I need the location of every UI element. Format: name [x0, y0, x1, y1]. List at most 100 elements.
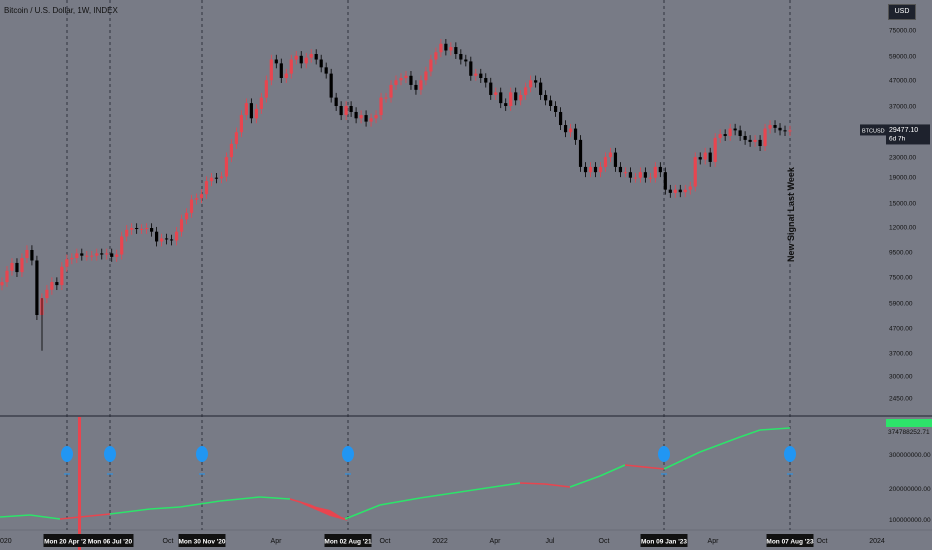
candle-body [663, 172, 667, 190]
last-price-label: 29477.10 [889, 127, 918, 134]
candle-body [763, 128, 767, 147]
candle-body [618, 166, 623, 173]
candle-body [105, 253, 109, 255]
candle-body [354, 111, 358, 119]
signal-date-badge [43, 534, 91, 547]
candle-body [85, 255, 89, 257]
candle-body [264, 80, 268, 98]
indicator-wedge [300, 503, 348, 521]
candle-body [653, 166, 657, 178]
time-axis-label: Oct [380, 538, 391, 545]
signal-date-badge [324, 534, 372, 547]
candle-body [364, 115, 368, 122]
candle-body [484, 78, 488, 83]
candle-body [90, 255, 94, 257]
candle-body [120, 236, 124, 255]
price-axis-bg [884, 0, 932, 550]
signal-date-badge [86, 534, 134, 547]
candle-body [464, 59, 468, 62]
candle-body [514, 92, 518, 101]
symbol-title: Bitcoin / U.S. Dollar, 1W, INDEX [4, 6, 118, 15]
candle-body [703, 152, 707, 160]
candle-body [30, 249, 34, 261]
candle-body [583, 166, 588, 173]
candle-body [768, 125, 772, 129]
candle-body [558, 111, 563, 126]
candle-body [15, 262, 19, 273]
candle-body [439, 43, 443, 53]
candle-body [474, 73, 478, 76]
candle-body [549, 100, 553, 106]
candle-body [673, 189, 677, 193]
indicator-segment [259, 496, 291, 500]
candle-body [509, 92, 513, 106]
price-tick-label: 7500.00 [889, 275, 913, 282]
indicator-segment [289, 498, 311, 506]
candle-body [733, 128, 737, 131]
candle-body [568, 128, 573, 133]
candle-body [294, 55, 298, 60]
candle-body [65, 259, 69, 267]
candle-body [324, 67, 328, 74]
indicator-segment [344, 504, 381, 520]
candle-body [479, 73, 483, 79]
time-axis-label: Jul [546, 538, 555, 545]
candle-body [5, 270, 9, 283]
candle-body [643, 172, 647, 178]
candle-body [299, 55, 303, 64]
candle-body [683, 189, 687, 193]
signal-date-badge [178, 534, 226, 547]
candle-body [444, 43, 448, 51]
candle-body [454, 47, 458, 55]
candle-body [608, 152, 613, 158]
candle-body [249, 103, 253, 119]
price-tick-label: 15000.00 [889, 201, 916, 208]
price-tick-label: 5900.00 [889, 301, 913, 308]
candle-body [284, 73, 288, 79]
candle-body [499, 92, 503, 104]
candle-body [374, 115, 378, 119]
candle-body [100, 253, 104, 255]
candle-body [678, 189, 682, 193]
candle-body [693, 157, 697, 187]
candle-body [80, 253, 84, 256]
candle-body [414, 84, 418, 90]
price-tick-label: 3000.00 [889, 374, 913, 381]
signal-marker [196, 446, 208, 462]
candle-body [25, 249, 29, 259]
indicator-last-value: 374788252.71 [888, 429, 930, 436]
indicator-segment [699, 436, 741, 453]
candle-body [254, 108, 258, 119]
signal-date-label: Mon 30 Nov '20 [178, 539, 225, 546]
candle-body [668, 189, 672, 193]
candle-body [633, 177, 637, 179]
candle-body [135, 228, 139, 230]
candle-body [314, 54, 318, 60]
candle-body [539, 82, 543, 95]
candle-body [224, 157, 229, 177]
candle-body [55, 282, 59, 286]
price-tick-label: 23000.00 [889, 155, 916, 162]
annotation-text: New Signal Last Week [786, 166, 796, 262]
indicator-segment [219, 496, 261, 502]
candle-body [424, 71, 428, 81]
indicator-tick-label: 200000000.00 [889, 486, 931, 493]
candle-body [174, 231, 179, 241]
price-tick-label: 37000.00 [889, 104, 916, 111]
candle-body [688, 186, 692, 190]
candle-body [150, 228, 154, 232]
indicator-segment [663, 451, 701, 470]
candle-body [309, 54, 313, 58]
currency-badge[interactable]: USD [888, 4, 916, 20]
candle-body [349, 105, 353, 112]
candle-body [429, 59, 433, 72]
candle-body [658, 166, 662, 173]
candle-body [578, 139, 583, 167]
candle-body [449, 47, 453, 51]
candle-body [289, 59, 293, 74]
indicator-segment [739, 429, 761, 438]
candle-body [753, 139, 757, 142]
candle-body [504, 103, 508, 106]
indicator-segment [624, 464, 665, 470]
